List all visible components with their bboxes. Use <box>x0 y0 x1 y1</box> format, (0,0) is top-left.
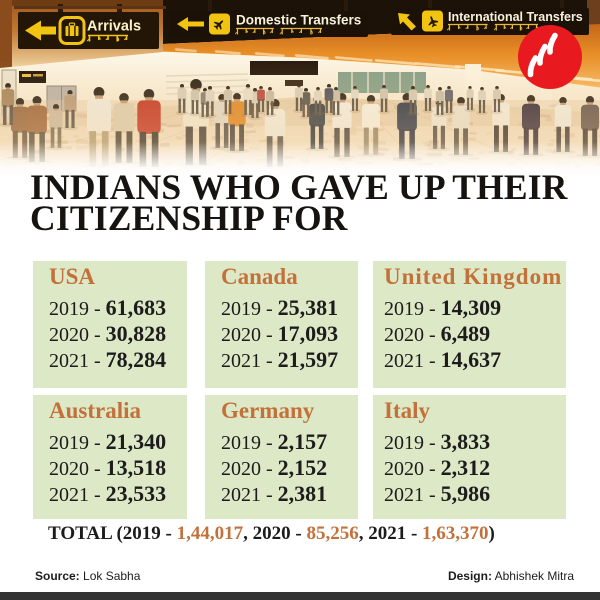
svg-text:Domestic Transfers: Domestic Transfers <box>236 13 361 28</box>
svg-text:Arrivals: Arrivals <box>87 19 141 35</box>
svg-text:International Transfers: International Transfers <box>448 10 583 24</box>
